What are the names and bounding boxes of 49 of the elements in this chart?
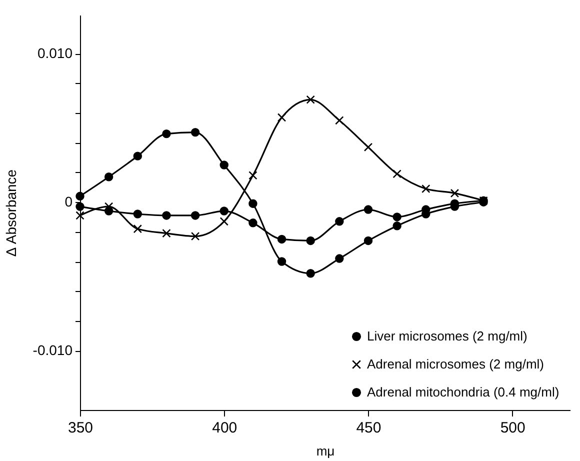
point bbox=[190, 128, 200, 137]
point bbox=[422, 184, 430, 194]
point bbox=[162, 129, 171, 138]
point bbox=[392, 212, 402, 222]
point bbox=[306, 269, 315, 278]
point bbox=[76, 202, 84, 211]
point bbox=[162, 211, 171, 220]
point bbox=[248, 171, 258, 180]
point bbox=[277, 113, 286, 122]
y-axis-title: Δ Absorbance bbox=[2, 169, 19, 257]
point bbox=[306, 236, 315, 246]
point bbox=[335, 254, 344, 263]
point bbox=[450, 188, 460, 198]
x-tick-label: 500 bbox=[500, 420, 526, 436]
point bbox=[104, 172, 114, 182]
y-tick-label: 0 bbox=[64, 194, 73, 210]
y-tick-label: -0.010 bbox=[32, 342, 73, 358]
point bbox=[248, 199, 258, 208]
point bbox=[364, 142, 373, 152]
point bbox=[306, 95, 315, 104]
point bbox=[162, 228, 171, 238]
point bbox=[133, 210, 142, 218]
point bbox=[392, 170, 402, 178]
point bbox=[76, 192, 84, 201]
x-tick-label: 450 bbox=[356, 420, 382, 436]
x-tick-label: 350 bbox=[68, 420, 94, 436]
point bbox=[335, 116, 344, 125]
point bbox=[248, 218, 258, 228]
point bbox=[190, 232, 200, 241]
x-axis-title: mμ bbox=[316, 444, 335, 458]
point bbox=[133, 152, 142, 160]
x-tick-label: 400 bbox=[212, 420, 238, 436]
point bbox=[133, 224, 142, 234]
point bbox=[220, 206, 228, 216]
point bbox=[190, 211, 200, 220]
point bbox=[220, 217, 228, 226]
legend-label: Adrenal microsomes (2 mg/ml) bbox=[367, 356, 544, 372]
legend-label: Adrenal mitochondria (0.4 mg/ml) bbox=[367, 384, 560, 400]
point bbox=[392, 222, 402, 230]
y-tick-label: 0.010 bbox=[37, 45, 73, 62]
point bbox=[104, 206, 114, 216]
point bbox=[220, 160, 228, 170]
point bbox=[364, 205, 373, 214]
point bbox=[277, 257, 286, 266]
point bbox=[335, 217, 344, 226]
point bbox=[277, 234, 286, 244]
point bbox=[76, 211, 84, 220]
point bbox=[364, 236, 373, 246]
legend-label: Liver microsomes (2 mg/ml) bbox=[367, 328, 528, 344]
